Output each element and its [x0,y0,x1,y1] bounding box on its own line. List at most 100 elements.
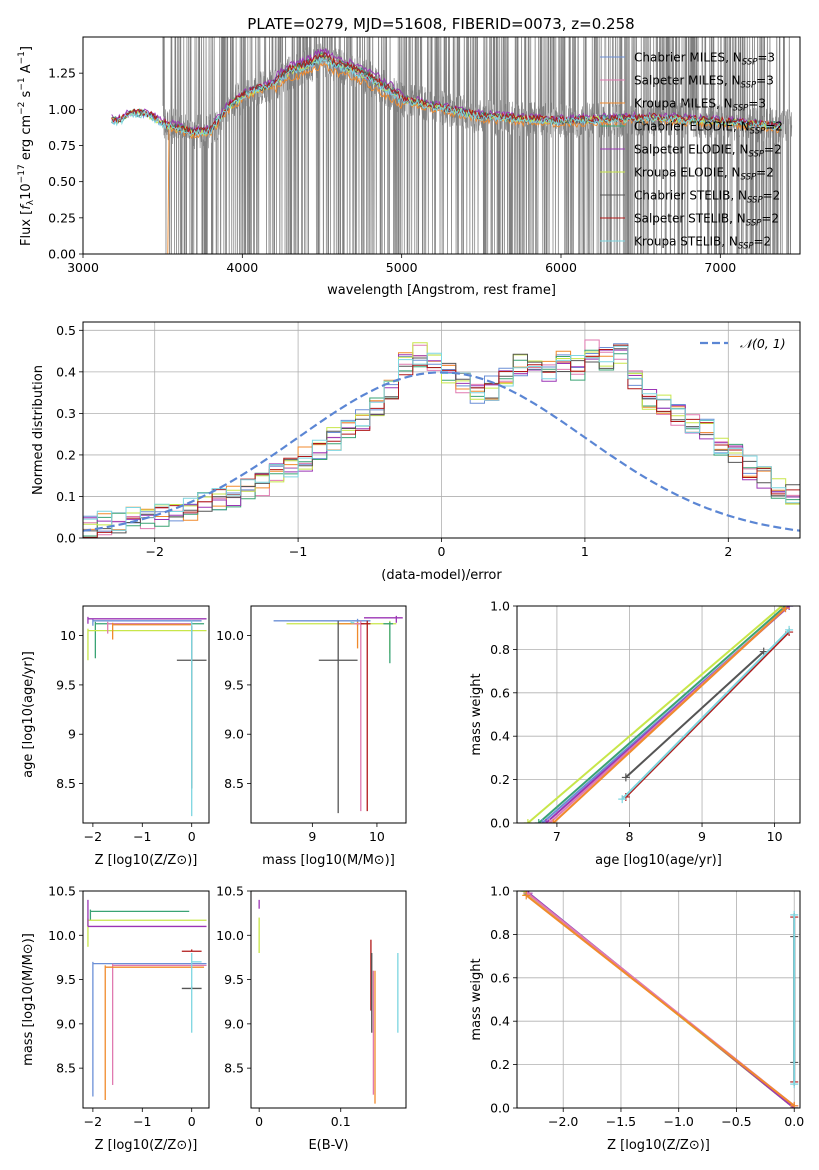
y-tick-label: 0.4 [490,1014,510,1029]
x-axis-label: age [log10(age/yr)] [595,853,722,868]
y-tick-label: 0.4 [490,729,510,744]
x-tick-label: 9 [308,829,316,844]
model-spectrum-7 [111,52,782,137]
y-tick-label: 0.6 [490,970,510,985]
x-tick-label: −1 [289,544,307,559]
panel-mass_vs_EBV: 0 0.1 8.5 9.0 9.5 10.0 10.5 E(B-V) [216,884,407,1154]
x-tick-label: −2 [84,1114,102,1129]
x-tick-label: −1.0 [664,1114,694,1129]
y-tick-label: 9.5 [224,677,244,692]
x-tick-label: 0.1 [331,1114,351,1129]
y-tick-label: 8.5 [56,1061,76,1076]
model-spectrum-8 [111,57,782,136]
y-tick-label: 0.2 [56,447,76,462]
y-tick-label: 8.5 [224,1061,244,1076]
y-axis-label: Normed distribution [31,365,46,495]
y-tick-label: 10.0 [48,928,76,943]
y-tick-label: 1.00 [48,102,76,117]
axes-frame [250,890,407,1109]
x-axis-label: mass [log10(M/M⊙)] [262,853,395,868]
x-tick-label: 1 [581,544,589,559]
x-tick-label: 4000 [226,260,258,275]
data-point-marker [785,625,794,634]
y-axis-label: Flux [fλ10−17 erg cm−2 s−1 A−1] [17,46,36,246]
panel-residuals: −2 −1 0 1 2 0.0 0.1 0.2 0.3 0.4 0.5 (data-model)/er… [31,321,801,583]
y-tick-label: 0.25 [48,210,76,225]
axes-frame [82,605,210,824]
mass-weight-line [625,631,790,798]
figure-title: PLATE=0279, MJD=51608, FIBERID=0073, z=0… [247,15,634,33]
y-tick-label: 10 [60,628,76,643]
panel-mass_vs_Z: −2 −1 0 8.5 9.0 9.5 10.0 10.5 Z [log10(Z/Z⊙)] mas… [21,884,210,1153]
plots-layer: 3000 4000 5000 6000 70000.000.250.500.751.00… [17,36,804,1154]
y-tick-label: 9.5 [56,972,76,987]
y-tick-label: 0.0 [490,1101,510,1116]
axes-mass_vs_EBV: 0 0.1 8.5 9.0 9.5 10.0 10.5 E(B-V) [216,884,351,1154]
y-tick-label: 0.50 [48,174,76,189]
y-axis-label: mass [log10(M/M⊙)] [21,933,36,1066]
y-tick-label: 10.0 [216,628,244,643]
panel-age_vs_Z: −2 −1 0 8.5 9 9.5 10 Z [log10(Z/Z⊙)] age [log10(… [21,605,210,868]
x-tick-label: 6000 [545,260,577,275]
axes-massweight_vs_Z: −2.0 −1.5 −1.0 −0.5 0.0 0.0 0.2 0.4 0.6 0.8 1.0 Z [… [469,884,804,1154]
x-tick-label: 0.0 [784,1114,804,1129]
x-tick-label: 3000 [67,260,99,275]
axes-age_vs_mass: 9 10 8.5 9.0 9.5 10.0 mass [log10(M/M⊙)] [216,628,395,868]
histogram-step-8 [83,345,800,531]
legend-entry: Chabrier MILES, NSSP=3 [634,51,775,68]
legend-entry: Kroupa STELIB, NSSP=2 [634,235,771,252]
data-point-marker [549,819,558,823]
y-tick-label: 1.0 [490,599,510,614]
legend-residuals: 𝒩(0, 1) [700,336,786,351]
mass-weight-line [527,606,783,823]
plot-area-massweight_vs_Z [517,891,800,1108]
data-point-marker [522,891,531,900]
data-point-marker [790,1101,799,1108]
y-tick-label: 0.3 [56,406,76,421]
mass-weight-line [625,650,765,779]
data-point-marker [790,910,799,919]
data-point-marker [523,819,532,823]
x-tick-label: −2.0 [548,1114,578,1129]
observed-spectrum [162,37,793,254]
x-tick-label: −1 [133,829,151,844]
x-tick-label: 10 [369,829,385,844]
plot-area-age_vs_mass [273,615,403,814]
y-tick-label: 0.0 [56,531,76,546]
x-tick-label: 7000 [704,260,736,275]
mass-weight-line [621,629,790,800]
x-tick-label: 0 [438,544,446,559]
mass-weight-line [525,894,795,1107]
x-tick-label: −0.5 [721,1114,751,1129]
x-tick-label: −1.5 [606,1114,636,1129]
y-tick-label: 8.5 [224,776,244,791]
y-tick-label: 10.5 [48,884,76,899]
legend-entry: Salpeter ELODIE, NSSP=2 [634,143,782,160]
legend-entry: Kroupa ELODIE, NSSP=2 [634,166,774,183]
axes-frame [516,605,801,824]
x-tick-label: 2 [724,544,732,559]
x-tick-label: 8 [625,829,633,844]
panel-massweight_vs_age: 7 8 9 10 0.0 0.2 0.4 0.6 0.8 1.0 age [log10(age/yr… [469,599,801,868]
plot-area-residuals [83,322,800,538]
y-tick-label: 9 [68,727,76,742]
y-tick-label: 10.0 [216,928,244,943]
x-axis-label: Z [log10(Z/Z⊙)] [607,1138,710,1153]
x-tick-label: 0 [255,1114,263,1129]
y-tick-label: 0.1 [56,489,76,504]
y-tick-label: 0.00 [48,247,76,262]
y-tick-label: 10.5 [216,884,244,899]
axes-spectrum: 3000 4000 5000 6000 7000 0.00 0.25 0.50 0.75 1.00… [17,46,736,298]
y-tick-label: 0.8 [490,642,510,657]
plot-area-mass_vs_EBV [258,899,399,1104]
mass-weight-line [538,606,787,823]
y-tick-label: 0.2 [490,772,510,787]
y-tick-label: 9.0 [224,727,244,742]
axes-frame [516,890,801,1109]
axes-frame [82,321,801,539]
data-point-marker [542,819,551,823]
y-tick-label: 1.25 [48,66,76,81]
y-axis-label: age [log10(age/yr)] [21,651,36,778]
y-tick-label: 0.8 [490,927,510,942]
